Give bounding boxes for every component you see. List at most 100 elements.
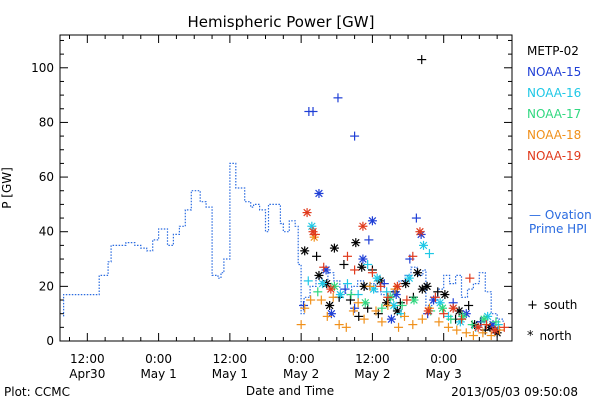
marker-noaa-15-south [308, 107, 318, 116]
marker-noaa-19-south [408, 251, 418, 261]
marker-noaa-18-south [359, 314, 369, 324]
marker-noaa-18-south [478, 328, 488, 338]
marker-metp-02-north [422, 281, 432, 291]
marker-noaa-19-south [383, 292, 393, 302]
marker-noaa-16-south [342, 279, 352, 289]
marker-noaa-19-south [319, 262, 329, 272]
x-tick-label-time: 12:00 [213, 352, 248, 366]
x-tick-label-time: 0:00 [430, 352, 457, 366]
marker-noaa-17-south [397, 300, 407, 310]
marker-noaa-16-north [318, 279, 328, 289]
marker-noaa-16-north [389, 300, 399, 310]
marker-noaa-18-south [417, 314, 427, 324]
marker-metp-02-south [339, 260, 349, 269]
marker-noaa-19-north [415, 227, 425, 237]
marker-key-label: south [544, 298, 578, 312]
marker-noaa-19-north [358, 221, 368, 231]
marker-noaa-18-south [468, 331, 478, 341]
x-tick-label-time: 0:00 [288, 352, 315, 366]
marker-noaa-18-south [300, 303, 310, 313]
marker-noaa-17-north [438, 303, 448, 313]
marker-noaa-18-south [399, 311, 409, 321]
marker-metp-02-north [440, 290, 450, 300]
marker-noaa-17-south [377, 303, 387, 313]
marker-metp-02-south [312, 251, 322, 261]
marker-noaa-18-south [486, 331, 496, 341]
plot-frame [59, 34, 513, 342]
legend-entry-metp-02: METP-02 [527, 44, 579, 58]
marker-metp-02-north [417, 284, 427, 294]
y-tick-label: 20 [39, 279, 54, 293]
legend-entry-noaa-18: NOAA-18 [527, 128, 581, 142]
marker-noaa-19-north [392, 281, 402, 291]
marker-noaa-16-north [404, 273, 414, 283]
plot-credit: Plot: CCMC [4, 385, 70, 399]
marker-noaa-16-north [335, 290, 345, 300]
y-axis: 0 20 40 60 80 100 [31, 39, 512, 348]
marker-noaa-15-north [367, 216, 377, 226]
x-tick-label-date: May 2 [283, 367, 319, 381]
y-tick-label: 0 [46, 334, 54, 348]
marker-metp-02-north [325, 300, 335, 310]
y-tick-label: 80 [39, 115, 54, 129]
marker-noaa-15-north [386, 314, 396, 324]
marker-noaa-18-south [365, 281, 375, 291]
marker-metp-02-south [417, 55, 427, 65]
marker-noaa-19-north [326, 284, 336, 294]
marker-noaa-19-north [473, 322, 483, 332]
model-legend-line2: Prime HPI [529, 222, 587, 236]
legend-entry-noaa-16: NOAA-16 [527, 86, 581, 100]
marker-key-label: north [540, 329, 572, 343]
x-tick-label-time: 12:00 [355, 352, 390, 366]
x-tick-label-date: May 2 [354, 367, 390, 381]
marker-noaa-17-south [346, 290, 356, 300]
marker-noaa-18-south [452, 325, 462, 335]
marker-key-north: * north [527, 329, 572, 344]
marker-noaa-19-south [376, 281, 386, 291]
marker-noaa-15-south [350, 131, 360, 141]
marker-noaa-19-north [302, 208, 312, 218]
marker-noaa-19-north [448, 303, 458, 313]
chart-title: Hemispheric Power [GW] [188, 13, 375, 31]
marker-noaa-16-north [307, 221, 317, 231]
x-tick-label-time: 0:00 [145, 352, 172, 366]
y-tick-label: 40 [39, 225, 54, 239]
marker-noaa-18-south [316, 295, 326, 305]
marker-metp-02-north [401, 279, 411, 289]
x-axis-label: Date and Time [246, 384, 334, 398]
marker-noaa-19-south [367, 268, 377, 278]
y-tick-label: 100 [31, 61, 54, 75]
plot-timestamp: 2013/05/03 09:50:08 [451, 385, 578, 399]
marker-noaa-18-south [443, 322, 453, 332]
marker-metp-02-north [413, 268, 423, 278]
marker-noaa-18-south [306, 295, 316, 305]
marker-metp-02-north [359, 281, 369, 291]
marker-noaa-18-south [348, 306, 358, 316]
marker-noaa-18-south [353, 298, 363, 308]
marker-noaa-18-south [328, 292, 338, 302]
marker-noaa-19-north [423, 306, 433, 316]
marker-noaa-18-south [383, 300, 393, 310]
marker-noaa-18-south [341, 322, 351, 332]
x-tick-label-date: Apr30 [69, 367, 105, 381]
marker-noaa-16-north [419, 240, 429, 250]
marker-noaa-16-south [382, 287, 392, 297]
marker-key-symbol: + [527, 298, 538, 313]
marker-noaa-16-south [363, 260, 373, 269]
marker-noaa-18-south [322, 311, 332, 321]
marker-metp-02-south [433, 287, 443, 297]
marker-noaa-19-south [457, 314, 467, 324]
x-tick-label-date: May 3 [426, 367, 462, 381]
marker-noaa-17-north [479, 314, 489, 324]
y-tick-label: 60 [39, 170, 54, 184]
marker-metp-02-south [354, 311, 364, 321]
model-legend: — Ovation Prime HPI [529, 208, 592, 236]
legend-entry-noaa-15: NOAA-15 [527, 65, 581, 79]
marker-noaa-19-south [465, 273, 475, 283]
marker-key-symbol: * [527, 329, 534, 344]
marker-noaa-19-south [350, 265, 360, 275]
marker-key-south: + south [527, 298, 577, 313]
marker-noaa-18-south [296, 320, 306, 330]
